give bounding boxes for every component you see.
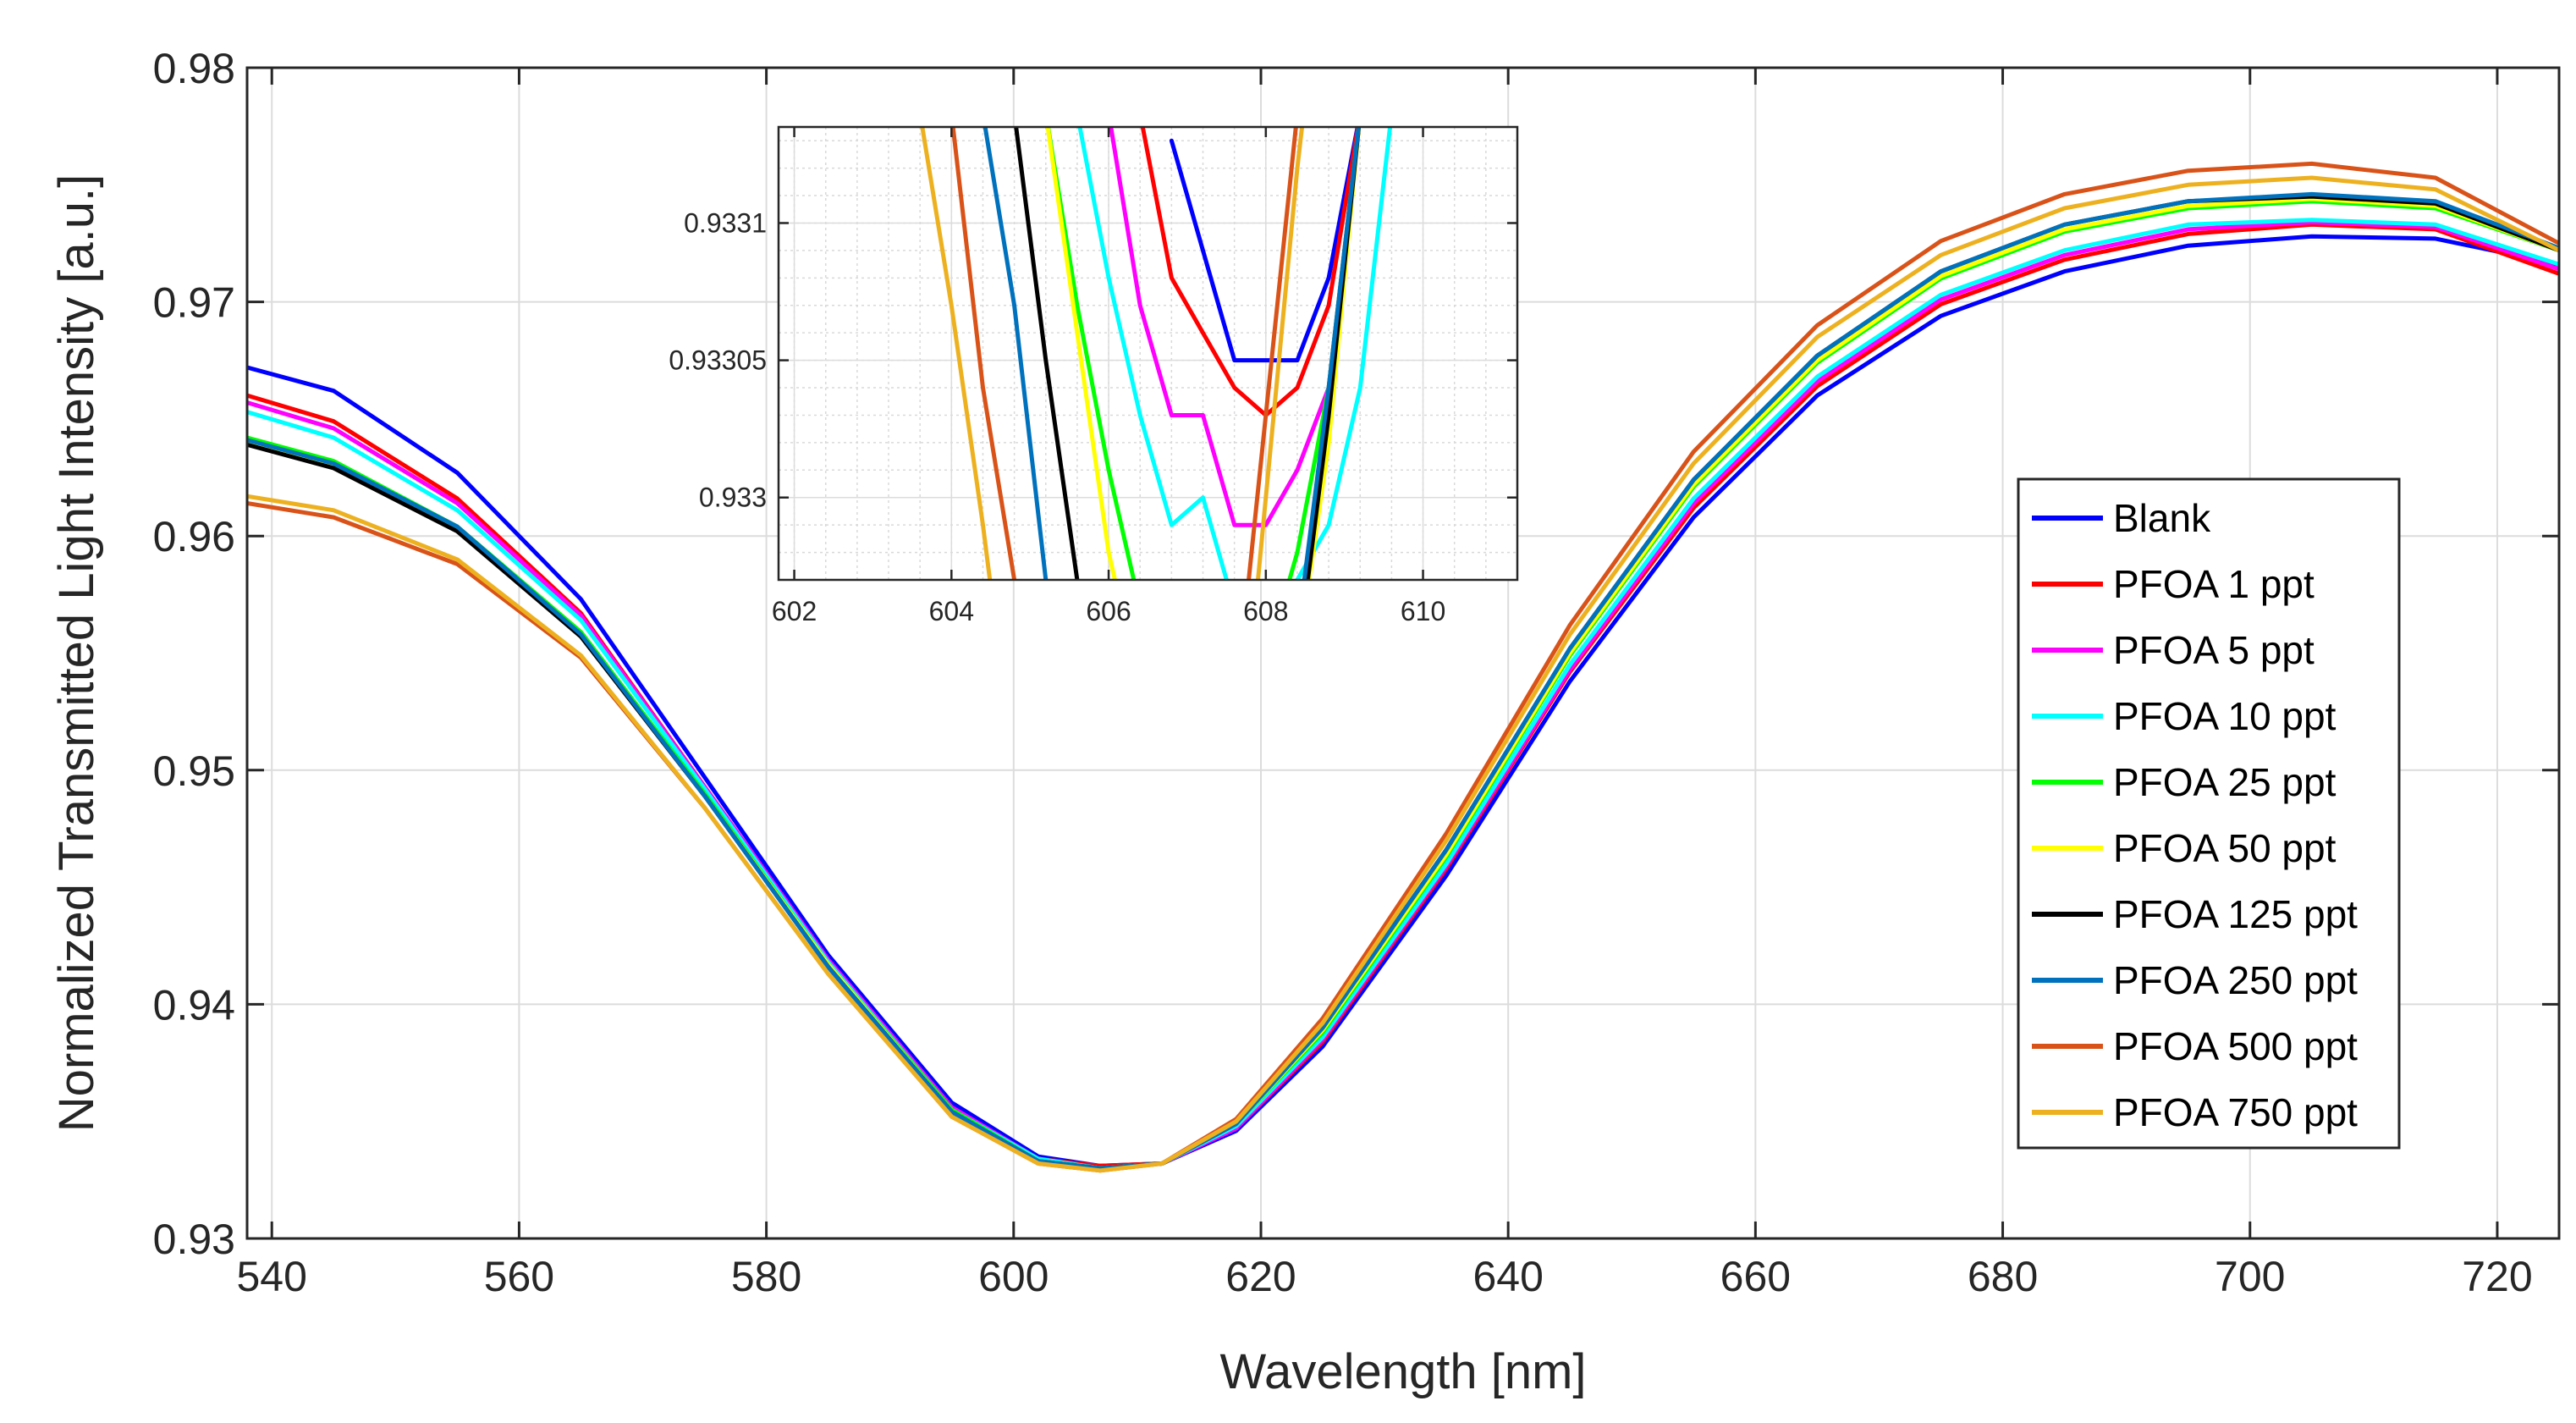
main-x-tick-label: 680 <box>1968 1253 2038 1300</box>
main-y-tick-label: 0.93 <box>153 1216 235 1263</box>
inset-series-line-1 <box>1140 127 1361 417</box>
legend-label-9: PFOA 750 ppt <box>2113 1090 2358 1134</box>
legend-box <box>2017 477 2401 1150</box>
inset-axes-box <box>777 125 1519 582</box>
inset-series-line-2 <box>1109 127 1361 527</box>
inset-plot-area <box>779 127 1517 580</box>
inset-x-tick-label: 608 <box>1243 596 1288 626</box>
inset-x-tick-label: 602 <box>772 596 817 626</box>
x-axis-label: Wavelength [nm] <box>1219 1344 1586 1399</box>
main-x-tick-label: 580 <box>731 1253 801 1300</box>
main-series-line-3 <box>247 218 2559 1171</box>
inset-series-line-0 <box>1169 127 1360 363</box>
legend-label-8: PFOA 500 ppt <box>2113 1024 2358 1068</box>
main-y-tick-label: 0.98 <box>153 45 235 92</box>
main-x-tick-label: 660 <box>1720 1253 1791 1300</box>
main-x-tick-label: 540 <box>237 1253 307 1300</box>
main-x-tick-label: 700 <box>2215 1253 2285 1300</box>
main-series-line-0 <box>247 234 2559 1168</box>
inset-series-line-4 <box>1045 127 1361 580</box>
legend-label-3: PFOA 10 ppt <box>2113 694 2337 738</box>
legend-label-6: PFOA 125 ppt <box>2113 892 2358 936</box>
legend-label-2: PFOA 5 ppt <box>2113 628 2315 672</box>
inset-y-tick-label: 0.93305 <box>669 345 767 376</box>
y-axis-label: Normalized Transmitted Light Intensity [… <box>49 174 104 1133</box>
main-series-line-9 <box>247 175 2559 1173</box>
legend-label-7: PFOA 250 ppt <box>2113 958 2358 1002</box>
inset-x-tick-label: 604 <box>929 596 974 626</box>
inset-series-line-3 <box>1077 127 1393 580</box>
legend-label-4: PFOA 25 ppt <box>2113 760 2337 804</box>
inset-y-tick-label: 0.933 <box>699 483 767 513</box>
inset-series-group <box>920 127 1393 580</box>
main-x-tick-label: 560 <box>484 1253 554 1300</box>
main-x-tick-label: 600 <box>978 1253 1049 1300</box>
main-series-line-7 <box>247 191 2559 1171</box>
main-series-group <box>247 161 2559 1173</box>
inset-series-line-8 <box>950 127 1298 580</box>
main-x-tick-label: 640 <box>1472 1253 1543 1300</box>
inset-x-tick-label: 606 <box>1086 596 1131 626</box>
inset-series-line-5 <box>1045 127 1362 580</box>
legend-label-0: Blank <box>2113 496 2211 540</box>
main-axes-box <box>245 66 2561 1240</box>
legend-label-5: PFOA 50 ppt <box>2113 826 2337 870</box>
main-y-tick-label: 0.95 <box>153 747 235 795</box>
inset-series-line-9 <box>920 127 1305 580</box>
main-y-tick-label: 0.97 <box>153 279 235 327</box>
main-y-tick-label: 0.96 <box>153 513 235 560</box>
inset-x-tick-label: 610 <box>1401 596 1445 626</box>
inset-chart: 602 604 606 608 610 0.933 0.93305 0.9331 <box>669 125 1519 626</box>
main-y-tick-label: 0.94 <box>153 981 235 1029</box>
inset-y-tick-label: 0.9331 <box>684 207 767 238</box>
legend: Blank PFOA 1 ppt PFOA 5 ppt PFOA 10 ppt PFOA… <box>2017 477 2401 1150</box>
legend-label-1: PFOA 1 ppt <box>2113 562 2315 606</box>
main-x-tick-label: 720 <box>2462 1253 2532 1300</box>
inset-series-line-6 <box>1014 127 1362 580</box>
main-x-tick-label: 620 <box>1225 1253 1296 1300</box>
